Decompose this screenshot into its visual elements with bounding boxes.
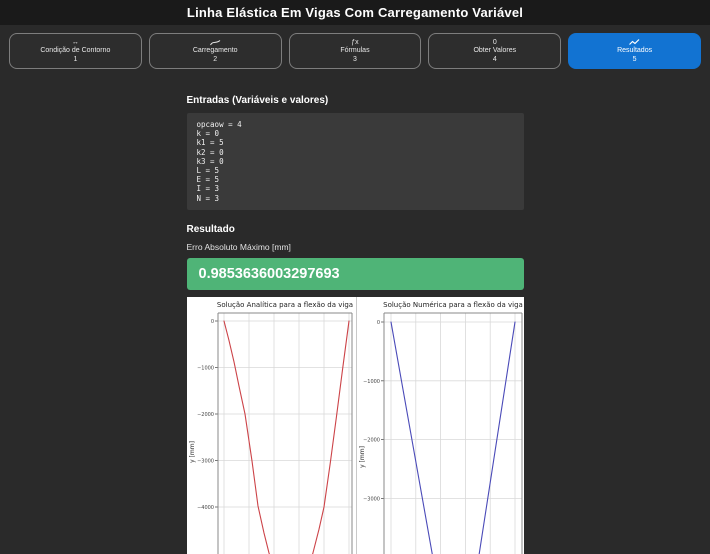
step-number: 3 [353,56,357,63]
svg-text:−1000: −1000 [197,365,214,371]
app-header: Linha Elástica Em Vigas Com Carregamento… [0,0,710,25]
svg-text:Solução Analítica para a flexã: Solução Analítica para a flexão da viga [216,301,352,309]
load-curve-icon [209,38,221,46]
line-chart-icon [629,38,640,46]
arrows-left-right-icon: ↔ [71,38,79,46]
result-heading: Resultado [186,223,235,235]
formulas-fx-icon: ƒx [351,38,359,46]
svg-text:−3000: −3000 [363,496,380,502]
zero-values-icon: 0 [492,38,497,46]
max-absolute-error-label: Erro Absoluto Máximo [mm] [186,241,291,252]
step-number: 4 [492,56,497,63]
step-number: 5 [632,56,637,63]
svg-text:−4000: −4000 [197,505,214,511]
svg-text:0: 0 [210,319,213,325]
svg-text:Solução Numérica para a flexão: Solução Numérica para a flexão da viga [383,301,523,309]
svg-text:−2000: −2000 [197,412,214,418]
analytical-deflection-chart: 0 −1000 −2000 −3000 −4000 Solução Analítica p… [186,296,356,554]
charts-panel: 0 −1000 −2000 −3000 −4000 Solução Analítica p… [186,296,524,554]
max-absolute-error-value: 0.9853636003297693 [186,257,524,290]
inputs-heading: Entradas (Variáveis e valores) [186,95,329,106]
step-label: Obter Valores [473,47,517,54]
main-content: Entradas (Variáveis e valores) opcaow = … [186,95,524,554]
svg-text:−3000: −3000 [197,458,214,464]
step-resultados[interactable]: Resultados 5 [568,33,701,69]
step-condicao-de-contorno[interactable]: ↔ Condição de Contorno 1 [9,33,142,69]
step-number: 2 [213,56,218,63]
svg-text:−2000: −2000 [363,437,380,443]
svg-text:y [mm]: y [mm] [189,441,196,463]
step-label: Resultados [617,47,653,54]
inputs-code-block: opcaow = 4 k = 0 k1 = 5 k2 = 0 k3 = 0 L … [186,113,524,210]
step-number: 1 [73,56,78,63]
svg-text:−1000: −1000 [363,379,380,385]
numerical-deflection-chart: 0 −1000 −2000 −3000 Solução Numérica para a … [356,296,524,554]
step-obter-valores[interactable]: 0 Obter Valores 4 [428,33,562,69]
page-title: Linha Elástica Em Vigas Com Carregamento… [186,5,524,20]
svg-text:0: 0 [376,320,379,326]
step-label: Carregamento [192,47,238,54]
step-carregamento[interactable]: Carregamento 2 [148,33,282,69]
chart-divider [355,296,357,554]
step-label: Fórmulas [340,47,370,54]
step-nav: ↔ Condição de Contorno 1 Carregamento 2 … [0,25,710,81]
svg-text:y [mm]: y [mm] [359,446,366,468]
step-formulas[interactable]: ƒx Fórmulas 3 [288,33,422,69]
step-label: Condição de Contorno [40,47,111,54]
